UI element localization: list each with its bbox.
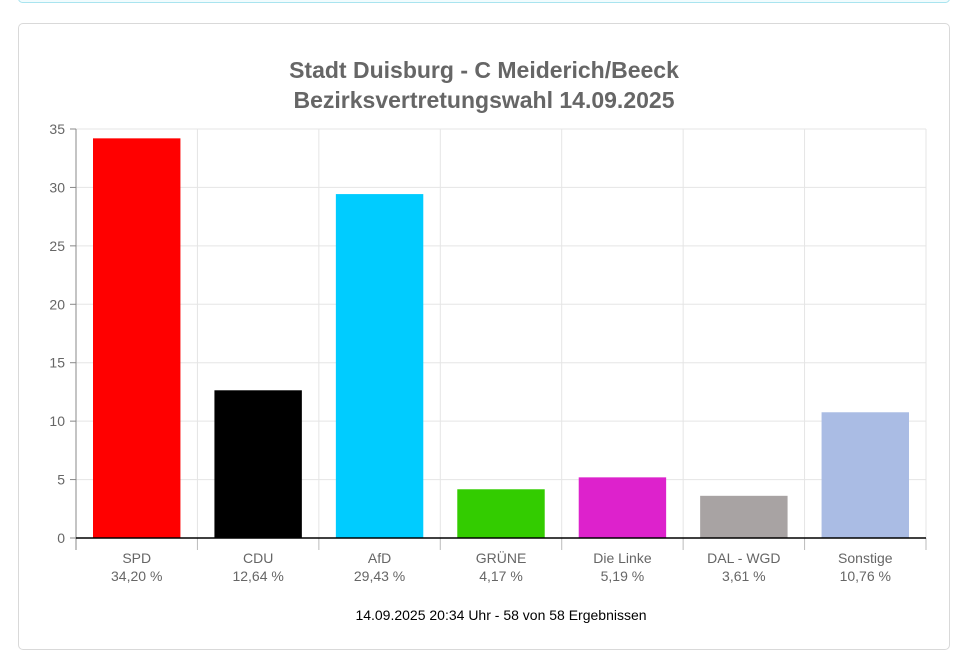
bar-afd bbox=[335, 194, 424, 539]
x-value-label: 4,17 % bbox=[479, 568, 523, 584]
x-value-label: 10,76 % bbox=[840, 568, 891, 584]
chart-title-line-2: Bezirksvertretungswahl 14.09.2025 bbox=[294, 87, 675, 113]
chart-card: Stadt Duisburg - C Meiderich/Beeck Bezir… bbox=[18, 23, 950, 650]
labels: 0 5 10 15 20 25 30 35 SPD 34,20 % CDU 12,64 % AfD 29,… bbox=[49, 121, 892, 584]
bar-cdu bbox=[214, 390, 302, 538]
x-value-label: 5,19 % bbox=[601, 568, 645, 584]
bars bbox=[93, 138, 909, 539]
y-tick-label: 25 bbox=[49, 238, 65, 254]
x-category-label: AfD bbox=[368, 550, 391, 566]
x-category-label: CDU bbox=[243, 550, 273, 566]
y-tick-label: 15 bbox=[49, 355, 65, 371]
axes bbox=[70, 128, 927, 550]
bar-gr-ne bbox=[457, 489, 545, 538]
bar-sonstige bbox=[821, 412, 909, 538]
y-tick-label: 5 bbox=[57, 472, 65, 488]
chart-title-line-1: Stadt Duisburg - C Meiderich/Beeck bbox=[289, 57, 679, 83]
x-category-label: SPD bbox=[122, 550, 151, 566]
y-tick-label: 35 bbox=[49, 121, 65, 137]
x-category-label: GRÜNE bbox=[476, 549, 527, 566]
x-category-label: Die Linke bbox=[593, 550, 652, 566]
x-value-label: 29,43 % bbox=[354, 568, 405, 584]
x-value-label: 3,61 % bbox=[722, 568, 766, 584]
bar-spd bbox=[93, 138, 181, 538]
x-category-label: Sonstige bbox=[838, 550, 893, 566]
info-banner bbox=[18, 0, 950, 3]
y-tick-label: 20 bbox=[49, 296, 65, 312]
y-tick-label: 10 bbox=[49, 413, 65, 429]
bar-chart: Stadt Duisburg - C Meiderich/Beeck Bezir… bbox=[49, 57, 927, 623]
bar-die-linke bbox=[578, 477, 667, 538]
grid-lines bbox=[75, 128, 927, 538]
x-value-label: 34,20 % bbox=[111, 568, 162, 584]
bar-dal-wgd bbox=[700, 495, 788, 538]
y-tick-label: 0 bbox=[57, 530, 65, 546]
results-footer: 14.09.2025 20:34 Uhr - 58 von 58 Ergebni… bbox=[355, 607, 646, 623]
x-value-label: 12,64 % bbox=[232, 568, 283, 584]
y-tick-label: 30 bbox=[49, 179, 65, 195]
x-category-label: DAL - WGD bbox=[707, 550, 780, 566]
